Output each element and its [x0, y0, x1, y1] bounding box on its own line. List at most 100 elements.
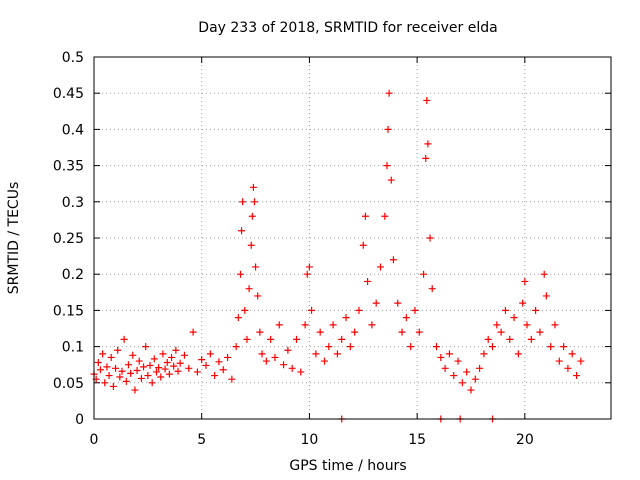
data-point: [454, 357, 462, 365]
data-point: [577, 357, 585, 365]
x-tick-label: 15: [408, 432, 426, 448]
data-point: [480, 350, 488, 358]
data-point: [420, 270, 428, 278]
data-point: [426, 234, 434, 242]
data-point: [150, 355, 158, 363]
data-point: [381, 212, 389, 220]
data-point: [168, 353, 176, 361]
y-tick-label: 0.3: [62, 195, 84, 211]
data-point: [338, 335, 346, 343]
data-point: [450, 372, 458, 380]
data-point: [355, 306, 363, 314]
data-point: [180, 351, 188, 359]
data-point: [107, 353, 115, 361]
y-axis-label: SRMTID / TECUs: [6, 182, 22, 295]
y-tick-label: 0: [75, 412, 84, 428]
data-point: [127, 369, 135, 377]
data-point: [271, 353, 279, 361]
data-point: [458, 379, 466, 387]
data-point: [148, 379, 156, 387]
y-tick-label: 0.1: [62, 340, 84, 356]
data-point: [377, 263, 385, 271]
x-tick-label: 0: [90, 432, 99, 448]
data-point: [163, 359, 171, 367]
data-point: [398, 328, 406, 336]
data-point: [152, 368, 160, 376]
data-point: [542, 292, 550, 300]
data-point: [109, 382, 117, 390]
data-point: [161, 365, 169, 373]
data-point: [288, 364, 296, 372]
data-point: [165, 370, 173, 378]
data-point: [389, 256, 397, 264]
data-point: [568, 350, 576, 358]
data-point: [174, 367, 182, 375]
data-point: [467, 386, 475, 394]
data-point: [155, 364, 163, 372]
y-tick-label: 0.2: [62, 267, 84, 283]
data-point: [422, 154, 430, 162]
data-point: [142, 343, 150, 351]
data-point: [303, 270, 311, 278]
data-point: [573, 372, 581, 380]
data-point: [185, 364, 193, 372]
data-point: [532, 306, 540, 314]
y-tick-label: 0.4: [62, 122, 84, 138]
data-point: [540, 270, 548, 278]
x-axis-label: GPS time / hours: [289, 458, 406, 474]
plot-frame: [93, 56, 612, 420]
data-point: [547, 343, 555, 351]
data-point: [137, 374, 145, 382]
data-point: [484, 335, 492, 343]
data-point: [94, 359, 102, 367]
data-point: [519, 299, 527, 307]
data-point: [428, 285, 436, 293]
data-point: [232, 343, 240, 351]
data-point: [124, 361, 132, 369]
data-point: [394, 299, 402, 307]
data-point: [564, 364, 572, 372]
data-point: [560, 343, 568, 351]
data-point: [501, 306, 509, 314]
data-point: [228, 375, 236, 383]
x-tick-label: 10: [301, 432, 319, 448]
data-point: [301, 321, 309, 329]
data-point: [159, 350, 167, 358]
data-point: [441, 364, 449, 372]
data-point: [189, 328, 197, 336]
data-point: [372, 299, 380, 307]
data-point: [437, 353, 445, 361]
data-point: [402, 314, 410, 322]
data-point: [202, 361, 210, 369]
y-tick-label: 0.05: [53, 376, 84, 392]
data-point: [329, 321, 337, 329]
data-point: [198, 356, 206, 364]
data-point: [342, 314, 350, 322]
data-point: [346, 343, 354, 351]
data-point: [489, 343, 497, 351]
data-point: [292, 335, 300, 343]
data-point: [423, 96, 431, 104]
chart-title: Day 233 of 2018, SRMTID for receiver eld…: [198, 20, 497, 36]
data-point: [114, 346, 122, 354]
data-point: [219, 366, 227, 374]
data-point: [364, 277, 372, 285]
data-point: [407, 343, 415, 351]
data-point: [249, 183, 257, 191]
data-point: [236, 270, 244, 278]
data-point: [383, 162, 391, 170]
grid: [94, 57, 611, 419]
data-point: [497, 328, 505, 336]
data-point: [239, 198, 247, 206]
x-tick-label: 5: [197, 432, 206, 448]
data-point: [536, 328, 544, 336]
data-points: [90, 89, 585, 423]
data-point: [176, 359, 184, 367]
data-point: [140, 363, 148, 371]
data-point: [476, 364, 484, 372]
data-point: [206, 350, 214, 358]
data-point: [135, 357, 143, 365]
data-point: [471, 375, 479, 383]
data-point: [510, 314, 518, 322]
data-point: [112, 364, 120, 372]
